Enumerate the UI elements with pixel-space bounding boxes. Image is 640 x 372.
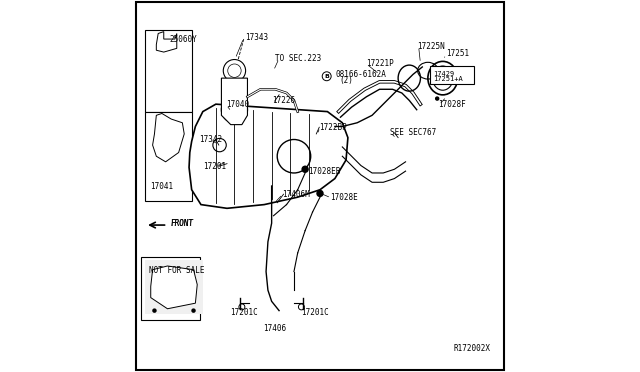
Circle shape <box>435 96 440 101</box>
Bar <box>145 260 203 314</box>
Polygon shape <box>156 32 177 52</box>
Text: 17201: 17201 <box>203 162 226 171</box>
Text: TO SEC.223: TO SEC.223 <box>275 54 321 63</box>
Bar <box>145 30 191 112</box>
Text: 17041: 17041 <box>150 182 173 191</box>
Text: 17429: 17429 <box>435 67 458 76</box>
Text: 17221P: 17221P <box>365 60 394 68</box>
Polygon shape <box>151 266 197 309</box>
Circle shape <box>191 308 196 313</box>
Text: 1722BP: 1722BP <box>319 123 347 132</box>
Circle shape <box>301 166 309 173</box>
Text: FRONT: FRONT <box>170 219 193 228</box>
Text: 17251+A: 17251+A <box>435 73 467 81</box>
Circle shape <box>152 308 157 313</box>
Text: 17201C: 17201C <box>301 308 328 317</box>
Text: NOT FOR SALE: NOT FOR SALE <box>149 266 204 275</box>
Text: 17226: 17226 <box>273 96 296 105</box>
Text: 17406: 17406 <box>264 324 287 333</box>
Text: 17028F: 17028F <box>438 100 466 109</box>
Polygon shape <box>221 78 248 125</box>
Text: 17225N: 17225N <box>417 42 444 51</box>
Text: 25060Y: 25060Y <box>170 35 197 44</box>
Text: FRONT: FRONT <box>170 219 193 228</box>
Polygon shape <box>152 113 184 162</box>
Text: 17040: 17040 <box>227 100 250 109</box>
Text: 17343: 17343 <box>246 33 269 42</box>
Bar <box>145 112 191 201</box>
Polygon shape <box>189 104 348 208</box>
Text: 17251+A: 17251+A <box>433 76 463 82</box>
FancyBboxPatch shape <box>429 66 474 84</box>
Text: SEE SEC767: SEE SEC767 <box>390 128 436 137</box>
Text: 17342: 17342 <box>199 135 222 144</box>
Text: 17201C: 17201C <box>230 308 258 317</box>
Text: B: B <box>324 74 329 79</box>
Text: 17028EB: 17028EB <box>308 167 340 176</box>
Text: 08166-6162A: 08166-6162A <box>336 70 387 79</box>
Bar <box>141 257 200 320</box>
Text: (2): (2) <box>340 76 353 85</box>
Text: 17406M: 17406M <box>282 190 310 199</box>
Text: 17429: 17429 <box>433 71 454 77</box>
Circle shape <box>316 190 324 197</box>
Text: 17251: 17251 <box>445 49 469 58</box>
Text: R172002X: R172002X <box>453 344 490 353</box>
Text: 17028E: 17028E <box>330 193 358 202</box>
